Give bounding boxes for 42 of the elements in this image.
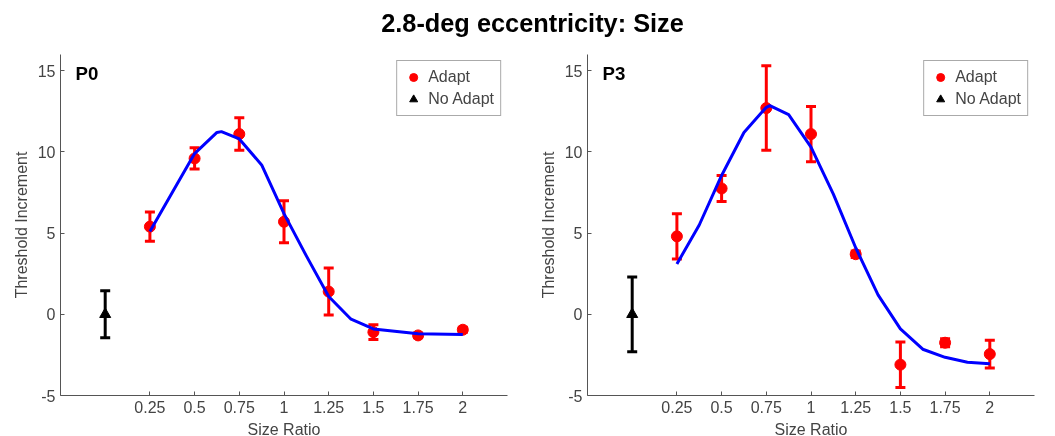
y-tick-label: 0 (573, 306, 583, 324)
x-tick-label: 0.5 (183, 398, 206, 416)
x-axis-title: Size Ratio (247, 420, 321, 436)
y-tick-label: 0 (46, 306, 56, 324)
legend-label: No Adapt (428, 90, 494, 108)
x-tick-label: 2 (985, 398, 995, 416)
x-tick-label: 1 (806, 398, 816, 416)
point (983, 348, 996, 361)
x-tick-label: 1.5 (362, 398, 385, 416)
y-tick-label: 5 (46, 225, 56, 243)
legend-label: No Adapt (955, 90, 1021, 108)
y-tick-label: 5 (573, 225, 583, 243)
point (670, 230, 683, 243)
x-tick-label: 1.25 (313, 398, 345, 416)
x-tick-label: 1.75 (402, 398, 434, 416)
x-tick-label: 1.5 (889, 398, 912, 416)
y-tick-label: 15 (564, 62, 583, 80)
x-tick-label: 0.75 (223, 398, 255, 416)
point (715, 182, 728, 195)
text: P3 (602, 62, 626, 84)
x-tick-label: 0.75 (750, 398, 782, 416)
y-tick-label: -5 (41, 387, 56, 405)
legend-label: Adapt (955, 68, 997, 86)
y-tick-label: 15 (37, 62, 56, 80)
point (894, 358, 907, 371)
x-tick-label: 0.25 (661, 398, 693, 416)
x-axis-title: Size Ratio (774, 420, 848, 436)
y-tick-label: 10 (37, 143, 56, 161)
point (805, 128, 817, 141)
x-tick-label: 0.25 (134, 398, 166, 416)
y-tick-label: 10 (564, 143, 583, 161)
legend-label: Adapt (428, 68, 470, 86)
text: P0 (75, 62, 99, 84)
x-tick-label: 0.5 (710, 398, 733, 416)
x-tick-label: 1.25 (840, 398, 872, 416)
x-tick-label: 2 (458, 398, 468, 416)
text: 2.8-deg eccentricity: Size (381, 8, 684, 39)
y-tick-label: -5 (568, 387, 583, 405)
y-axis-title: Threshold Increment (12, 151, 30, 299)
x-tick-label: 1.75 (929, 398, 961, 416)
y-axis-title: Threshold Increment (539, 151, 557, 299)
x-tick-label: 1 (279, 398, 289, 416)
